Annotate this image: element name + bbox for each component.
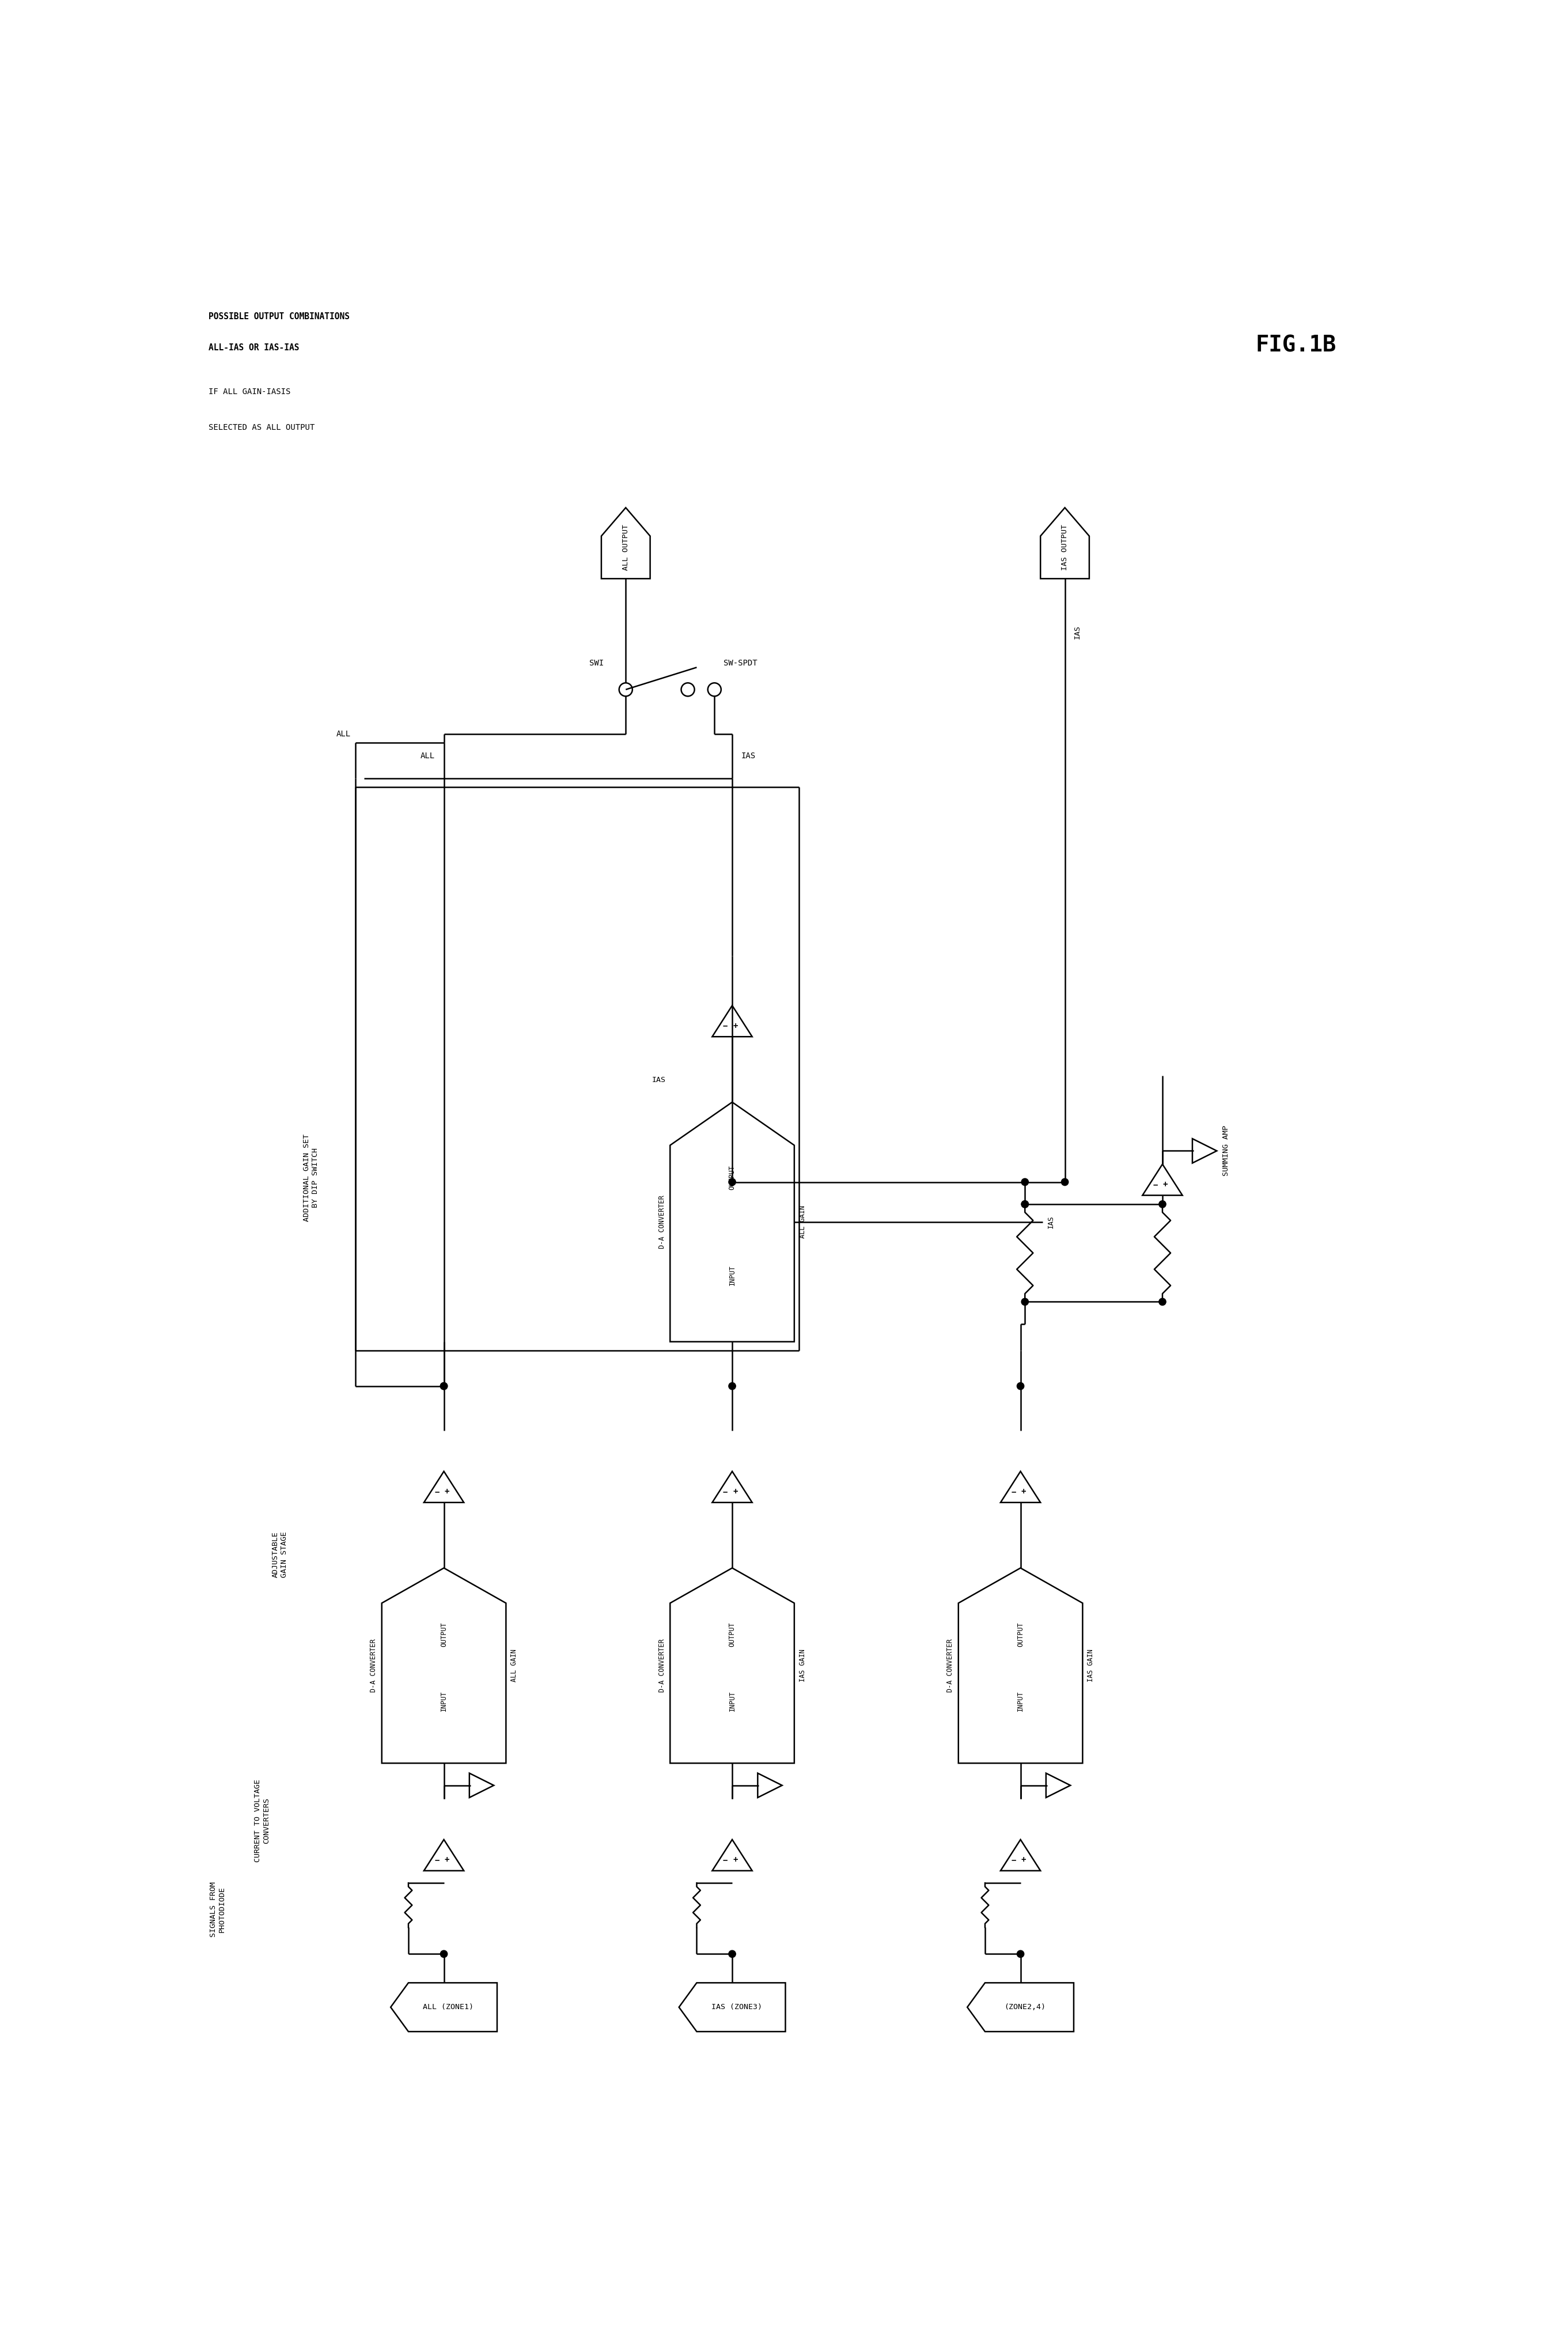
Text: −: − (723, 1855, 728, 1864)
Text: OUTPUT: OUTPUT (729, 1165, 735, 1189)
Text: D-A CONVERTER: D-A CONVERTER (370, 1639, 378, 1693)
Circle shape (1159, 1299, 1167, 1306)
Text: −: − (1152, 1180, 1157, 1189)
Text: SIGNALS FROM
PHOTODIODE: SIGNALS FROM PHOTODIODE (210, 1883, 226, 1937)
Text: −: − (434, 1855, 439, 1864)
Circle shape (1159, 1201, 1167, 1208)
Text: +: + (732, 1022, 737, 1029)
Text: ALL GAIN: ALL GAIN (511, 1649, 517, 1681)
Text: D-A CONVERTER: D-A CONVERTER (659, 1639, 666, 1693)
Circle shape (441, 1384, 447, 1391)
Circle shape (1021, 1180, 1029, 1187)
Text: SW-SPDT: SW-SPDT (723, 659, 757, 666)
Text: IAS GAIN: IAS GAIN (798, 1649, 806, 1681)
Text: (ZONE2,4): (ZONE2,4) (1004, 2003, 1046, 2012)
Text: FIG.1B: FIG.1B (1256, 335, 1336, 356)
Text: IAS: IAS (742, 753, 756, 760)
Text: +: + (732, 1855, 737, 1864)
Circle shape (441, 1384, 447, 1391)
Circle shape (1018, 1951, 1024, 1958)
Text: IAS: IAS (652, 1076, 666, 1083)
Text: SUMMING AMP: SUMMING AMP (1223, 1126, 1229, 1177)
Text: ALL: ALL (420, 753, 434, 760)
Text: SWI: SWI (590, 659, 604, 666)
Text: −: − (723, 1487, 728, 1496)
Circle shape (1021, 1201, 1029, 1208)
Text: +: + (1021, 1487, 1025, 1496)
Text: −: − (434, 1487, 439, 1496)
Circle shape (729, 1180, 735, 1187)
Text: OUTPUT: OUTPUT (729, 1623, 735, 1646)
Text: ALL GAIN: ALL GAIN (798, 1205, 806, 1238)
Circle shape (729, 1951, 735, 1958)
Circle shape (441, 1951, 447, 1958)
Text: INPUT: INPUT (441, 1691, 447, 1712)
Circle shape (1018, 1384, 1024, 1391)
Circle shape (1021, 1299, 1029, 1306)
Text: POSSIBLE OUTPUT COMBINATIONS: POSSIBLE OUTPUT COMBINATIONS (209, 312, 350, 321)
Text: OUTPUT: OUTPUT (441, 1623, 447, 1646)
Text: −: − (1011, 1487, 1016, 1496)
Text: ALL: ALL (336, 729, 351, 739)
Text: −: − (723, 1022, 728, 1029)
Text: IAS GAIN: IAS GAIN (1087, 1649, 1094, 1681)
Text: D-A CONVERTER: D-A CONVERTER (659, 1196, 666, 1248)
Text: IAS: IAS (1074, 626, 1082, 638)
Text: IAS: IAS (1047, 1215, 1055, 1229)
Text: +: + (1021, 1855, 1025, 1864)
Text: ADDITIONAL GAIN SET
BY DIP SWITCH: ADDITIONAL GAIN SET BY DIP SWITCH (303, 1133, 318, 1222)
Circle shape (1021, 1201, 1029, 1208)
Text: +: + (1163, 1180, 1168, 1189)
Circle shape (1062, 1180, 1068, 1187)
Text: ALL-IAS OR IAS-IAS: ALL-IAS OR IAS-IAS (209, 342, 299, 352)
Text: +: + (732, 1487, 737, 1496)
Text: D-A CONVERTER: D-A CONVERTER (947, 1639, 953, 1693)
Text: ADJUSTABLE
GAIN STAGE: ADJUSTABLE GAIN STAGE (271, 1531, 289, 1578)
Text: IF ALL GAIN-IASIS: IF ALL GAIN-IASIS (209, 387, 290, 396)
Text: OUTPUT: OUTPUT (1016, 1623, 1024, 1646)
Text: CURRENT TO VOLTAGE
CONVERTERS: CURRENT TO VOLTAGE CONVERTERS (254, 1780, 270, 1862)
Text: ALL (ZONE1): ALL (ZONE1) (423, 2003, 474, 2012)
Text: +: + (444, 1487, 450, 1496)
Text: SELECTED AS ALL OUTPUT: SELECTED AS ALL OUTPUT (209, 424, 315, 431)
Text: INPUT: INPUT (1016, 1691, 1024, 1712)
Text: IAS (ZONE3): IAS (ZONE3) (712, 2003, 762, 2012)
Text: −: − (1011, 1855, 1016, 1864)
Circle shape (729, 1384, 735, 1391)
Text: INPUT: INPUT (729, 1691, 735, 1712)
Text: IAS OUTPUT: IAS OUTPUT (1062, 525, 1069, 570)
Text: INPUT: INPUT (729, 1264, 735, 1285)
Text: +: + (444, 1855, 450, 1864)
Text: ALL OUTPUT: ALL OUTPUT (622, 525, 629, 570)
